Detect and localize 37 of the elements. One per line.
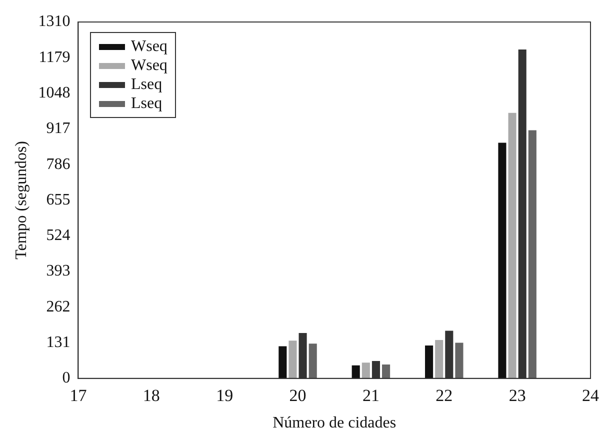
bar <box>362 362 370 378</box>
y-tick-label: 917 <box>46 120 70 138</box>
bar <box>498 142 506 378</box>
bar <box>352 365 360 378</box>
legend-label: Lseq <box>131 75 162 94</box>
y-tick-label: 524 <box>46 227 70 244</box>
bar <box>278 346 287 378</box>
bar <box>528 130 536 378</box>
bar <box>508 112 516 378</box>
x-tick-label: 24 <box>582 386 600 406</box>
y-tick-label: 1048 <box>38 84 70 102</box>
y-tick-label: 262 <box>46 298 70 316</box>
x-tick-label: 17 <box>70 386 88 406</box>
y-tick-label: 1310 <box>38 13 70 30</box>
x-tick-label: 19 <box>216 386 234 406</box>
x-tick-label: 21 <box>362 386 380 406</box>
bar <box>288 340 297 378</box>
legend-label: Wseq <box>131 56 168 75</box>
y-tick-label: 131 <box>46 334 70 351</box>
bar <box>308 344 317 378</box>
x-axis-title: Número de cidades <box>272 414 396 432</box>
x-tick-label: 18 <box>142 386 160 406</box>
y-tick-label: 393 <box>46 262 70 280</box>
legend-label: Wseq <box>131 37 168 56</box>
bar <box>455 342 464 378</box>
x-tick-label: 23 <box>508 386 526 406</box>
bar <box>425 345 434 378</box>
y-tick-label: 0 <box>62 370 70 387</box>
y-tick-label: 786 <box>46 156 70 173</box>
x-tick-label: 22 <box>436 386 453 406</box>
bar <box>435 340 444 378</box>
legend-label: Lseq <box>131 94 162 113</box>
y-axis-title: Tempo (segundos) <box>12 140 30 260</box>
bar <box>382 364 390 378</box>
y-tick-label: 655 <box>46 191 70 208</box>
x-tick-label: 20 <box>289 386 306 406</box>
y-tick-label: 1179 <box>38 48 70 66</box>
